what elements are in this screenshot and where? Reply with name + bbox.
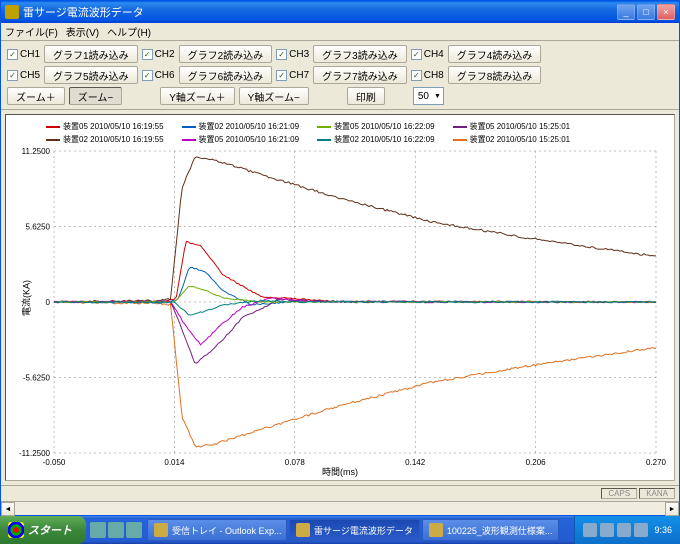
- graph6-load-button[interactable]: グラフ6読み込み: [179, 66, 273, 84]
- graph3-load-button[interactable]: グラフ3読み込み: [313, 45, 407, 63]
- svg-text:-11.2500: -11.2500: [19, 449, 51, 458]
- ql-icon-3[interactable]: [126, 522, 142, 538]
- svg-text:0.270: 0.270: [646, 458, 666, 467]
- ch3-checkbox[interactable]: ✓: [276, 49, 287, 60]
- maximize-button[interactable]: □: [637, 4, 655, 20]
- quick-launch: [86, 522, 146, 538]
- svg-text:5.6250: 5.6250: [26, 223, 51, 232]
- graph8-load-button[interactable]: グラフ8読み込み: [448, 66, 542, 84]
- ch1-checkbox[interactable]: ✓: [7, 49, 18, 60]
- scrollbar-track[interactable]: [15, 502, 665, 515]
- ql-icon-1[interactable]: [90, 522, 106, 538]
- scroll-right-button[interactable]: ►: [665, 502, 679, 516]
- legend-item: 装置02 2010/05/10 16:19:55: [46, 134, 164, 145]
- ch1-label: CH1: [20, 49, 40, 60]
- task-items: 受信トレイ - Outlook Exp...雷サージ電流波形データ100225_…: [146, 519, 560, 541]
- chart-svg: 11.2500 5.6250 0 -5.6250 -11.2500-0.050 0.014…: [6, 115, 666, 475]
- status-kana: KANA: [639, 488, 675, 499]
- ch4-checkbox[interactable]: ✓: [411, 49, 422, 60]
- clock: 9:36: [654, 525, 672, 535]
- toolbar: ✓CH1 グラフ1読み込み ✓CH2 グラフ2読み込み ✓CH3 グラフ3読み込…: [1, 41, 679, 110]
- zoom-in-button[interactable]: ズーム＋: [7, 87, 65, 105]
- svg-text:0.014: 0.014: [164, 458, 185, 467]
- legend-item: 装置05 2010/05/10 16:19:55: [46, 121, 164, 132]
- zoom-out-button[interactable]: ズーム−: [69, 87, 123, 105]
- chart-legend: 装置05 2010/05/10 16:19:55 装置02 2010/05/10 …: [46, 121, 664, 145]
- value-select[interactable]: 50: [413, 87, 444, 105]
- task-item[interactable]: 受信トレイ - Outlook Exp...: [147, 519, 287, 541]
- ch2-label: CH2: [155, 49, 175, 60]
- menu-view[interactable]: 表示(V): [66, 24, 99, 39]
- titlebar: 雷サージ電流波形データ _ □ ×: [1, 1, 679, 23]
- ch8-label: CH8: [424, 70, 444, 81]
- tray-icon[interactable]: [617, 523, 631, 537]
- graph1-load-button[interactable]: グラフ1読み込み: [44, 45, 138, 63]
- legend-item: 装置05 2010/05/10 16:21:09: [182, 134, 300, 145]
- app-icon: [5, 5, 19, 19]
- tray-icon[interactable]: [600, 523, 614, 537]
- ch4-label: CH4: [424, 49, 444, 60]
- task-item[interactable]: 雷サージ電流波形データ: [289, 519, 420, 541]
- legend-item: 装置02 2010/05/10 16:22:09: [317, 134, 435, 145]
- app-window: 雷サージ電流波形データ _ □ × ファイル(F) 表示(V) ヘルプ(H) ✓…: [0, 0, 680, 516]
- ch2-checkbox[interactable]: ✓: [142, 49, 153, 60]
- taskbar: スタート 受信トレイ - Outlook Exp...雷サージ電流波形データ10…: [0, 516, 680, 544]
- menu-file[interactable]: ファイル(F): [5, 24, 58, 39]
- ch6-checkbox[interactable]: ✓: [142, 70, 153, 81]
- close-button[interactable]: ×: [657, 4, 675, 20]
- status-caps: CAPS: [601, 488, 637, 499]
- svg-text:0.142: 0.142: [405, 458, 426, 467]
- graph4-load-button[interactable]: グラフ4読み込み: [448, 45, 542, 63]
- ch6-label: CH6: [155, 70, 175, 81]
- svg-text:11.2500: 11.2500: [22, 147, 51, 156]
- svg-text:-0.050: -0.050: [43, 458, 66, 467]
- legend-item: 装置05 2010/05/10 15:25:01: [453, 121, 571, 132]
- task-item[interactable]: 100225_波形観測仕様案...: [422, 519, 560, 541]
- ch3-label: CH3: [289, 49, 309, 60]
- svg-text:0: 0: [46, 298, 51, 307]
- tray-icon[interactable]: [634, 523, 648, 537]
- menu-help[interactable]: ヘルプ(H): [107, 24, 151, 39]
- menubar: ファイル(F) 表示(V) ヘルプ(H): [1, 23, 679, 41]
- graph7-load-button[interactable]: グラフ7読み込み: [313, 66, 407, 84]
- windows-icon: [8, 522, 24, 538]
- legend-item: 装置02 2010/05/10 16:21:09: [182, 121, 300, 132]
- statusbar: CAPS KANA: [1, 485, 679, 501]
- print-button[interactable]: 印刷: [347, 87, 385, 105]
- ch7-label: CH7: [289, 70, 309, 81]
- system-tray: 9:36: [574, 516, 680, 544]
- minimize-button[interactable]: _: [617, 4, 635, 20]
- scrollbar-horizontal[interactable]: ◄ ►: [1, 501, 679, 515]
- ch5-label: CH5: [20, 70, 40, 81]
- legend-item: 装置05 2010/05/10 16:22:09: [317, 121, 435, 132]
- legend-item: 装置02 2010/05/10 15:25:01: [453, 134, 571, 145]
- ch5-checkbox[interactable]: ✓: [7, 70, 18, 81]
- scroll-left-button[interactable]: ◄: [1, 502, 15, 516]
- start-button[interactable]: スタート: [0, 516, 86, 544]
- tray-icon[interactable]: [583, 523, 597, 537]
- graph2-load-button[interactable]: グラフ2読み込み: [179, 45, 273, 63]
- chart-area: 装置05 2010/05/10 16:19:55 装置02 2010/05/10 …: [5, 114, 675, 481]
- y-axis-label: 電流(KA): [20, 279, 33, 315]
- svg-text:-5.6250: -5.6250: [23, 374, 51, 383]
- x-axis-label: 時間(ms): [322, 465, 358, 478]
- svg-text:0.078: 0.078: [285, 458, 306, 467]
- graph5-load-button[interactable]: グラフ5読み込み: [44, 66, 138, 84]
- ql-icon-2[interactable]: [108, 522, 124, 538]
- window-title: 雷サージ電流波形データ: [23, 4, 617, 20]
- y-zoom-out-button[interactable]: Y軸ズーム−: [239, 87, 309, 105]
- ch7-checkbox[interactable]: ✓: [276, 70, 287, 81]
- y-zoom-in-button[interactable]: Y軸ズーム＋: [160, 87, 234, 105]
- svg-text:0.206: 0.206: [526, 458, 547, 467]
- ch8-checkbox[interactable]: ✓: [411, 70, 422, 81]
